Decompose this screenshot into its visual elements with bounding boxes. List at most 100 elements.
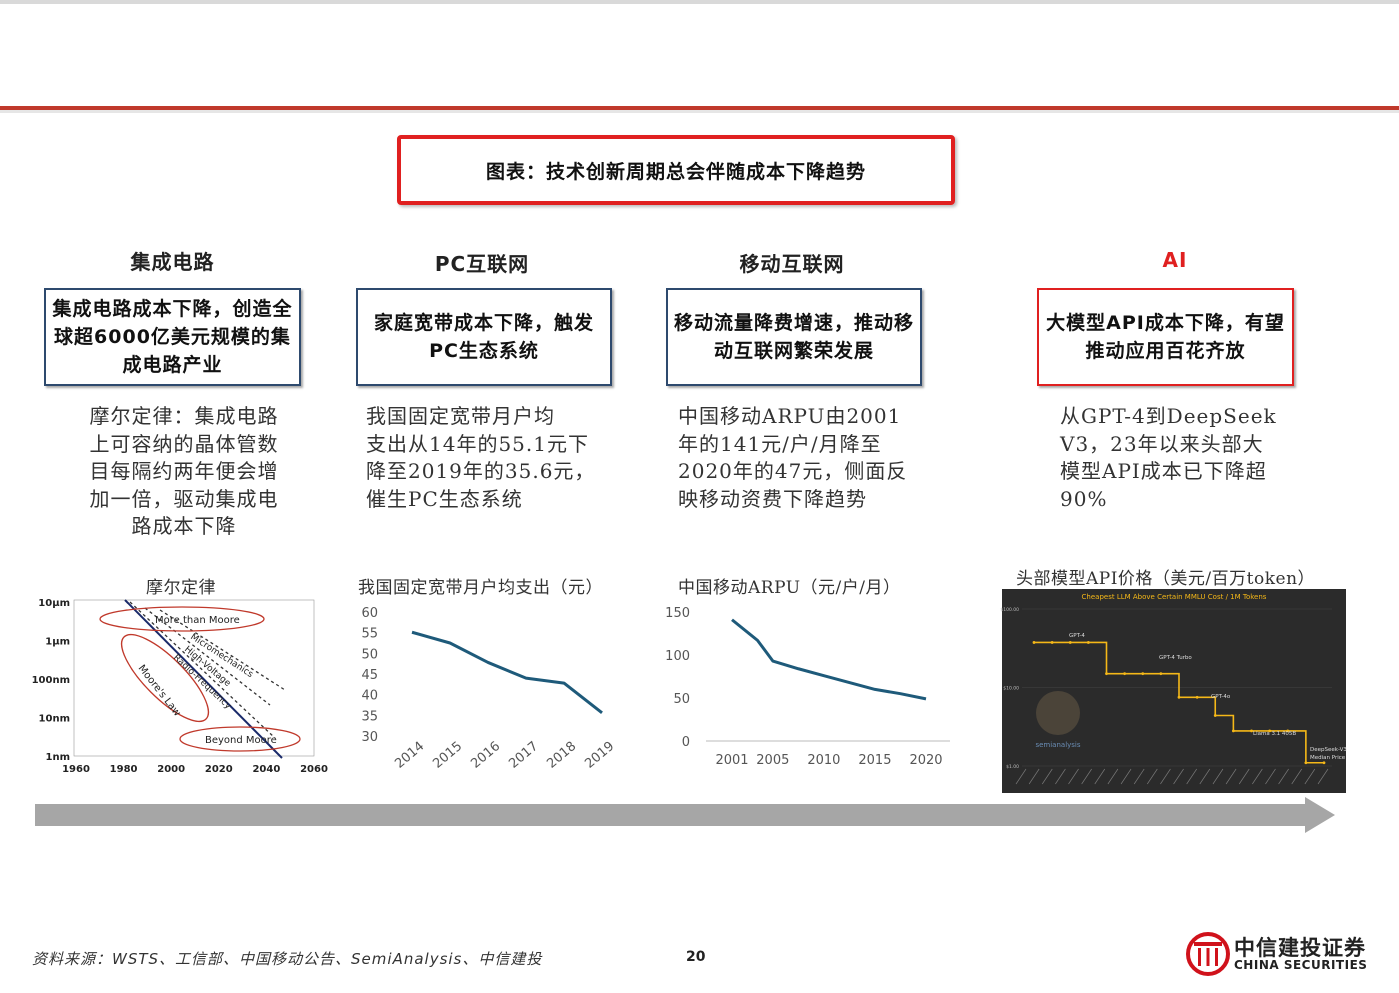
desc-line: 目每隔约两年便会增 (89, 459, 279, 483)
broadband-y-tick: 60 (361, 606, 378, 621)
beyond-moore-ellipse (179, 726, 301, 752)
api-price-point (1250, 729, 1253, 733)
desc-line: 从GPT-4到DeepSeek (1060, 404, 1277, 428)
era-box-pc: 家庭宽带成本下降，触发PC生态系统 (356, 288, 612, 386)
era-box-ai: 大模型API成本下降，有望推动应用百花齐放 (1037, 288, 1294, 386)
desc-line: 映移动资费下降趋势 (678, 486, 867, 511)
footer-source: 资料来源：WSTS、工信部、中国移动公告、SemiAnalysis、中信建投 (32, 950, 543, 968)
arpu-chart: 150 100 50 0 2001 2005 2010 2015 2020 (665, 606, 950, 768)
broadband-y-tick: 40 (361, 689, 378, 704)
logo-cn-text: 中信建投证券 (1234, 936, 1366, 960)
moore-x-tick: 2020 (205, 764, 233, 775)
api-x-tick (1278, 768, 1289, 785)
desc-line: 年的141元/户/月降至 (678, 431, 882, 456)
desc-line: 2020年的47元，侧面反 (678, 459, 908, 483)
api-x-tick (1068, 768, 1079, 785)
api-x-tick (1041, 768, 1053, 785)
api-y-tick: $100.00 (1000, 607, 1019, 613)
broadband-x-tick: 2014 (392, 739, 427, 772)
high-voltage-line (144, 607, 271, 706)
api-x-tick (1317, 768, 1329, 785)
api-price-point (1195, 695, 1199, 699)
broadband-y-tick: 55 (361, 627, 378, 642)
broadband-y-tick: 30 (361, 730, 378, 745)
api-price-point (1177, 695, 1181, 699)
label-gpt4-turbo: GPT-4 Turbo (1159, 655, 1192, 661)
moore-y-tick: 100nm (32, 675, 70, 686)
api-x-tick (1028, 768, 1040, 785)
api-price-point (1141, 672, 1145, 676)
api-inner-title: Cheapest LLM Above Certain MMLU Cost / 1… (1082, 593, 1267, 601)
api-price-point (1322, 761, 1326, 765)
api-y-tick: $10.00 (1003, 686, 1019, 692)
api-x-tick (1173, 768, 1184, 785)
page-title: 图表：技术创新周期总会伴随成本下降趋势 (485, 160, 866, 183)
arpu-y-tick: 150 (665, 606, 690, 621)
api-price-point (1286, 729, 1290, 733)
label-llama: Llama 3.1 405B (1253, 731, 1296, 737)
api-x-tick (1160, 768, 1171, 785)
title-box: 图表：技术创新周期总会伴随成本下降趋势 (397, 135, 955, 205)
api-price-step-line (1034, 641, 1324, 764)
era-desc-ic: 摩尔定律：集成电路 上可容纳的晶体管数 目每隔约两年便会增 加一倍，驱动集成电 … (64, 403, 304, 541)
moore-y-tick: 1µm (45, 637, 70, 648)
api-price-point (1159, 672, 1163, 676)
moores-law-ellipse (120, 633, 210, 723)
logo-en-text: CHINA SECURITIES (1234, 958, 1368, 972)
broadband-x-tick: 2018 (544, 739, 579, 772)
api-x-tick (1015, 768, 1027, 785)
arpu-x-tick: 2010 (807, 753, 840, 768)
era-desc-pc: 我国固定宽带月户均 支出从14年的55.1元下 降至2019年的35.6元， 催… (366, 403, 606, 513)
api-price-point (1123, 672, 1127, 676)
era-heading-ic: 集成电路 (130, 250, 215, 274)
desc-line: 上可容纳的晶体管数 (89, 431, 279, 456)
desc-line: 我国固定宽带月户均 (366, 404, 555, 428)
timeline-arrow (35, 797, 1335, 833)
broadband-y-tick: 50 (361, 647, 378, 662)
api-price-point (1105, 672, 1108, 676)
api-price-point (1086, 641, 1090, 644)
moore-x-tick: 2060 (300, 764, 328, 775)
moore-x-tick: 1980 (110, 764, 138, 775)
label-gpt4: GPT-4 (1069, 633, 1085, 639)
api-x-tick (1252, 768, 1263, 785)
more-than-moore-label: More than Moore (155, 615, 240, 626)
header-rule-shadow (0, 110, 1399, 113)
arpu-x-tick: 2001 (715, 753, 748, 768)
broadband-x-tick: 2017 (506, 739, 541, 772)
api-x-tick (1186, 768, 1197, 785)
api-chart-panel (1002, 589, 1346, 793)
desc-line: 中国移动ARPU由2001 (678, 404, 902, 428)
desc-line: 摩尔定律：集成电路 (89, 404, 279, 428)
desc-line: 降至2019年的35.6元， (366, 459, 596, 483)
arpu-y-tick: 50 (673, 692, 690, 707)
moore-y-tick: 10nm (39, 714, 70, 725)
api-price-point (1268, 729, 1272, 733)
arpu-x-tick: 2005 (756, 753, 789, 768)
top-border (0, 0, 1399, 4)
era-box-mobile: 移动流量降费增速，推动移动互联网繁荣发展 (666, 288, 922, 386)
api-price-point (1068, 641, 1072, 644)
chart-title-arpu: 中国移动ARPU（元/户/月） (678, 578, 901, 598)
api-x-tick (1055, 768, 1066, 785)
api-price-point (1231, 729, 1235, 733)
desc-line: 模型API成本已下降超 (1060, 459, 1267, 483)
chart-title-broadband: 我国固定宽带月户均支出（元） (358, 578, 603, 598)
era-heading-ai: AI (1162, 248, 1188, 272)
chart-title-api: 头部模型API价格（美元/百万token） (1016, 569, 1316, 589)
arpu-y-tick: 100 (665, 649, 690, 664)
broadband-chart: 60 55 50 45 40 35 30 2014 2015 2016 2017 2018 2019 (361, 606, 617, 772)
moore-x-tick: 1960 (62, 764, 90, 775)
era-heading-pc: PC互联网 (434, 252, 530, 276)
api-price-chart: Cheapest LLM Above Certain MMLU Cost / 1… (1000, 589, 1347, 793)
header-rule (0, 106, 1399, 110)
api-price-point (1032, 641, 1036, 644)
moore-law-line (124, 599, 283, 759)
api-x-tick (1147, 768, 1158, 785)
broadband-y-tick: 45 (361, 668, 378, 683)
arpu-series-line (731, 618, 927, 701)
api-x-tick (1081, 768, 1092, 785)
label-median-price: Median Price (1310, 755, 1346, 761)
broadband-x-tick: 2015 (430, 739, 465, 772)
api-x-tick (1120, 768, 1132, 785)
